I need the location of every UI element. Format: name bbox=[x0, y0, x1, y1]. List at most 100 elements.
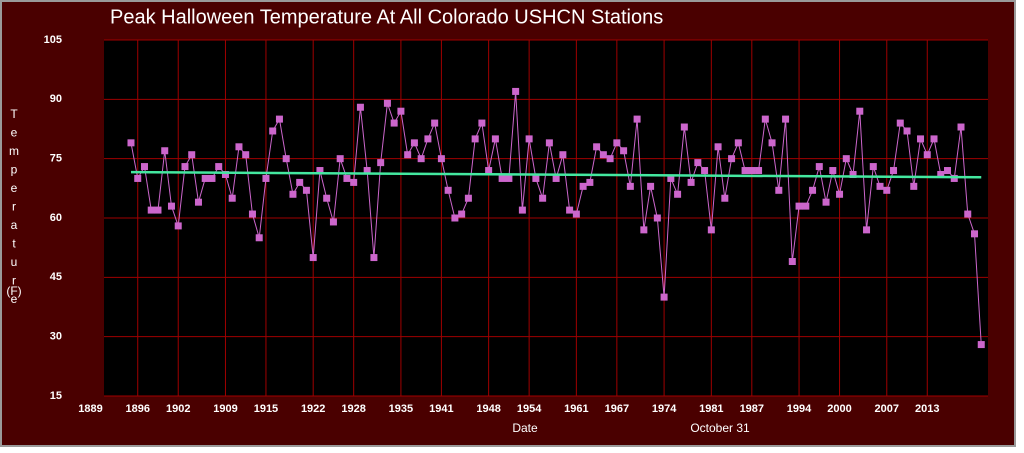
data-point bbox=[127, 139, 135, 147]
data-point bbox=[822, 198, 830, 206]
data-point bbox=[842, 155, 850, 163]
data-point bbox=[802, 202, 810, 210]
data-point bbox=[397, 107, 405, 115]
data-point bbox=[930, 135, 938, 143]
data-point bbox=[208, 174, 216, 182]
data-point bbox=[599, 151, 607, 159]
data-point bbox=[876, 182, 884, 190]
data-point bbox=[154, 206, 162, 214]
data-point bbox=[444, 186, 452, 194]
data-point bbox=[343, 174, 351, 182]
data-point bbox=[228, 194, 236, 202]
data-point bbox=[140, 163, 148, 171]
data-point bbox=[410, 139, 418, 147]
data-point bbox=[721, 194, 729, 202]
data-point bbox=[626, 182, 634, 190]
data-point bbox=[323, 194, 331, 202]
data-point bbox=[221, 170, 229, 178]
data-point bbox=[572, 210, 580, 218]
data-point bbox=[309, 254, 317, 262]
data-point bbox=[863, 226, 871, 234]
y-tick-label: 105 bbox=[44, 34, 62, 46]
data-point bbox=[653, 214, 661, 222]
x-tick-label: 1896 bbox=[125, 403, 149, 415]
y-tick-label: 75 bbox=[50, 153, 62, 165]
data-point bbox=[782, 115, 790, 123]
data-point bbox=[431, 119, 439, 127]
data-point bbox=[161, 147, 169, 155]
data-point bbox=[181, 163, 189, 171]
data-point bbox=[964, 210, 972, 218]
chart-title: Peak Halloween Temperature At All Colora… bbox=[110, 6, 663, 28]
data-point bbox=[552, 174, 560, 182]
data-point bbox=[242, 151, 250, 159]
data-point bbox=[370, 254, 378, 262]
data-point bbox=[329, 218, 337, 226]
data-point bbox=[606, 155, 614, 163]
data-point bbox=[235, 143, 243, 151]
data-point bbox=[890, 167, 898, 175]
data-point bbox=[836, 190, 844, 198]
data-point bbox=[491, 135, 499, 143]
data-point bbox=[167, 202, 175, 210]
data-point bbox=[437, 155, 445, 163]
data-point bbox=[910, 182, 918, 190]
data-point bbox=[458, 210, 466, 218]
data-point bbox=[275, 115, 283, 123]
data-point bbox=[194, 198, 202, 206]
x-tick-label: 2013 bbox=[915, 403, 939, 415]
y-tick-label: 45 bbox=[50, 271, 62, 283]
data-point bbox=[977, 341, 985, 349]
data-point bbox=[586, 178, 594, 186]
data-point bbox=[917, 135, 925, 143]
data-point bbox=[701, 167, 709, 175]
data-point bbox=[647, 182, 655, 190]
data-point bbox=[714, 143, 722, 151]
data-point bbox=[566, 206, 574, 214]
x-tick-label: 1981 bbox=[699, 403, 723, 415]
data-point bbox=[356, 103, 364, 111]
x-tick-label: 1941 bbox=[429, 403, 453, 415]
data-point bbox=[734, 139, 742, 147]
y-tick-label: 90 bbox=[50, 93, 62, 105]
data-point bbox=[262, 174, 270, 182]
data-point bbox=[269, 127, 277, 135]
data-point bbox=[485, 167, 493, 175]
x-tick-label: 2000 bbox=[827, 403, 851, 415]
data-point bbox=[809, 186, 817, 194]
data-point bbox=[282, 155, 290, 163]
data-point bbox=[498, 174, 506, 182]
x-tick-label: 2007 bbox=[875, 403, 899, 415]
data-point bbox=[640, 226, 648, 234]
data-point bbox=[532, 174, 540, 182]
data-point bbox=[248, 210, 256, 218]
y-tick-label: 30 bbox=[50, 331, 62, 343]
data-point bbox=[383, 99, 391, 107]
data-point bbox=[795, 202, 803, 210]
data-point bbox=[883, 186, 891, 194]
data-point bbox=[748, 167, 756, 175]
data-point bbox=[424, 135, 432, 143]
data-point bbox=[755, 167, 763, 175]
data-point bbox=[471, 135, 479, 143]
x-tick-label: 1915 bbox=[254, 403, 278, 415]
data-point bbox=[728, 155, 736, 163]
data-point bbox=[633, 115, 641, 123]
data-point bbox=[174, 222, 182, 230]
data-point bbox=[869, 163, 877, 171]
data-point bbox=[296, 178, 304, 186]
data-point bbox=[512, 87, 520, 95]
x-axis-sublabel: October 31 bbox=[690, 421, 750, 435]
x-tick-label: 1987 bbox=[740, 403, 764, 415]
y-tick-label: 60 bbox=[50, 212, 62, 224]
data-point bbox=[525, 135, 533, 143]
data-point bbox=[289, 190, 297, 198]
data-point bbox=[579, 182, 587, 190]
data-point bbox=[674, 190, 682, 198]
data-point bbox=[316, 167, 324, 175]
data-point bbox=[417, 155, 425, 163]
x-tick-label: 1922 bbox=[301, 403, 325, 415]
x-tick-label: 1902 bbox=[166, 403, 190, 415]
